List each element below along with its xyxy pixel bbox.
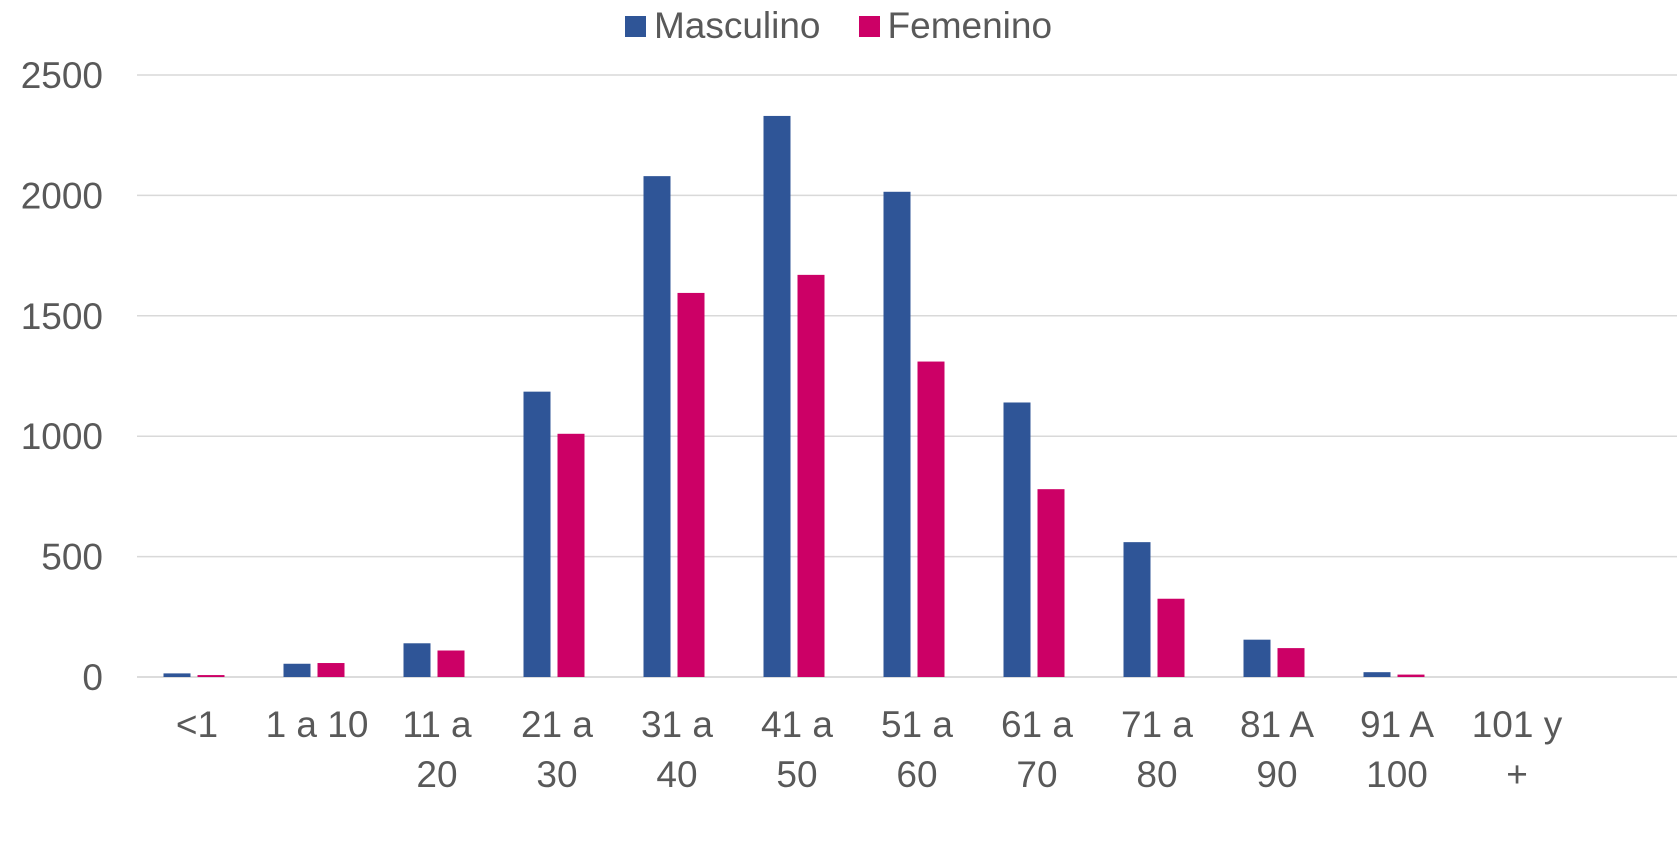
bar-masculino-2 xyxy=(403,643,431,677)
bar-femenino-8 xyxy=(1157,598,1185,677)
x-tick-label: 41 a xyxy=(761,704,833,745)
bar-masculino-3 xyxy=(523,391,551,677)
x-tick-label: 11 a xyxy=(402,704,472,745)
x-tick-label: 20 xyxy=(416,754,457,795)
x-tick-label: 91 A xyxy=(1360,704,1434,745)
bar-femenino-9 xyxy=(1277,648,1305,677)
x-tick-label: 1 a 10 xyxy=(266,704,369,745)
bar-femenino-7 xyxy=(1037,489,1065,677)
legend-item-masculino: Masculino xyxy=(624,4,821,48)
x-tick-label: 100 xyxy=(1366,754,1428,795)
bar-femenino-5 xyxy=(797,274,825,677)
x-tick-label: 50 xyxy=(776,754,817,795)
bar-femenino-3 xyxy=(557,433,585,677)
legend-swatch-femenino xyxy=(858,15,880,37)
x-tick-label: + xyxy=(1506,754,1528,795)
y-tick-label: 2000 xyxy=(21,175,103,216)
bar-masculino-6 xyxy=(883,191,911,677)
bar-femenino-0 xyxy=(197,675,225,677)
y-tick-label: 1000 xyxy=(21,416,103,457)
legend-label-masculino: Masculino xyxy=(653,5,821,46)
legend-label-femenino: Femenino xyxy=(887,5,1053,46)
bar-femenino-2 xyxy=(437,650,465,677)
x-tick-label: 51 a xyxy=(881,704,953,745)
x-tick-label: 71 a xyxy=(1121,704,1193,745)
x-tick-label: 61 a xyxy=(1001,704,1073,745)
bar-masculino-4 xyxy=(643,176,671,678)
bar-femenino-1 xyxy=(317,663,345,677)
y-tick-label: 2500 xyxy=(21,55,103,96)
x-tick-label: 21 a xyxy=(521,704,593,745)
legend-swatch-masculino xyxy=(624,15,646,37)
x-tick-label: 90 xyxy=(1256,754,1297,795)
bar-masculino-10 xyxy=(1363,672,1391,677)
y-tick-label: 500 xyxy=(41,537,103,578)
bar-masculino-0 xyxy=(163,673,191,677)
x-tick-label: 30 xyxy=(536,754,577,795)
x-tick-label: 81 A xyxy=(1240,704,1314,745)
x-tick-label: 40 xyxy=(656,754,697,795)
bar-femenino-10 xyxy=(1397,674,1425,677)
x-tick-label: 60 xyxy=(896,754,937,795)
x-tick-label: 31 a xyxy=(641,704,713,745)
bar-masculino-8 xyxy=(1123,542,1151,677)
x-tick-label: <1 xyxy=(176,704,218,745)
x-tick-label: 101 y xyxy=(1472,704,1563,745)
bar-masculino-7 xyxy=(1003,402,1031,677)
y-tick-label: 1500 xyxy=(21,296,103,337)
x-tick-label: 70 xyxy=(1016,754,1057,795)
legend-item-femenino: Femenino xyxy=(858,4,1053,48)
bar-masculino-5 xyxy=(763,115,791,678)
y-tick-label: 0 xyxy=(82,657,103,698)
bar-femenino-4 xyxy=(677,292,705,677)
legend: Masculino Femenino xyxy=(0,4,1677,48)
x-tick-label: 80 xyxy=(1136,754,1177,795)
bar-femenino-6 xyxy=(917,361,945,677)
bar-masculino-9 xyxy=(1243,639,1271,677)
bar-masculino-1 xyxy=(283,663,311,677)
